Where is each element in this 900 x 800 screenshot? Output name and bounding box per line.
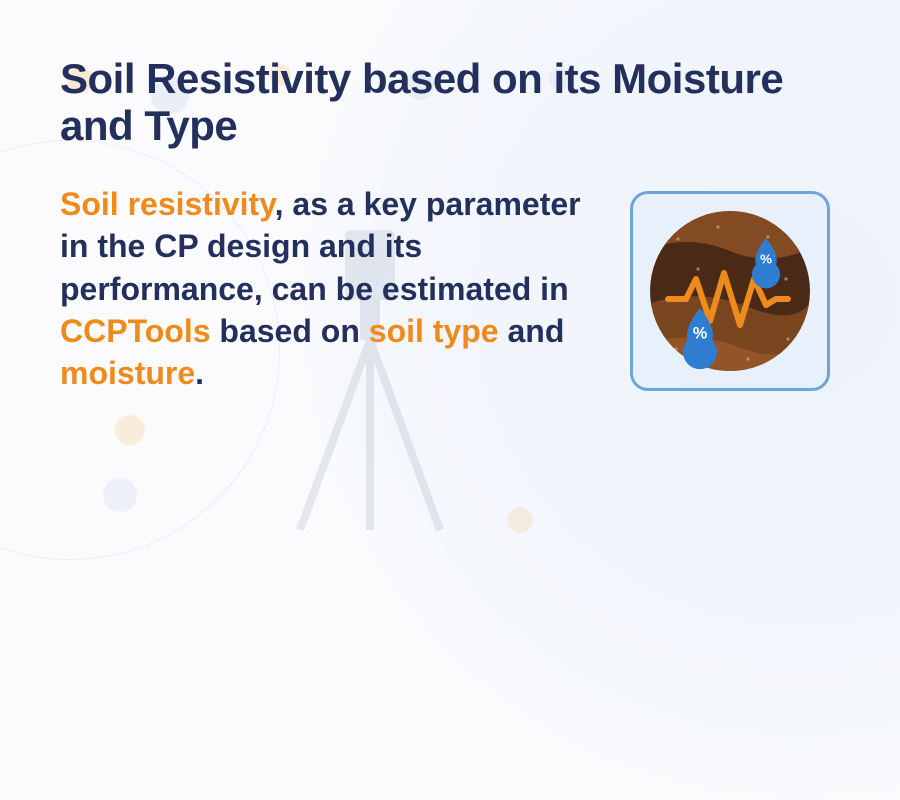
highlighted-term: soil type <box>369 313 499 349</box>
highlighted-term: CCPTools <box>60 313 211 349</box>
body-text: Soil resistivity, as a key parameter in … <box>60 183 600 394</box>
body-text-fragment: . <box>195 355 204 391</box>
soil-resistivity-icon: %% <box>648 209 812 373</box>
content-region: Soil Resistivity based on its Moisture a… <box>0 0 900 449</box>
body-row: Soil resistivity, as a key parameter in … <box>60 183 840 394</box>
soil-icon-card: %% <box>630 191 830 391</box>
svg-text:%: % <box>760 251 772 266</box>
svg-text:%: % <box>693 325 707 343</box>
body-text-fragment: based on <box>211 313 369 349</box>
highlighted-term: Soil resistivity <box>60 186 275 222</box>
body-text-fragment: and <box>499 313 565 349</box>
highlighted-term: moisture <box>60 355 195 391</box>
page-title: Soil Resistivity based on its Moisture a… <box>60 55 800 149</box>
